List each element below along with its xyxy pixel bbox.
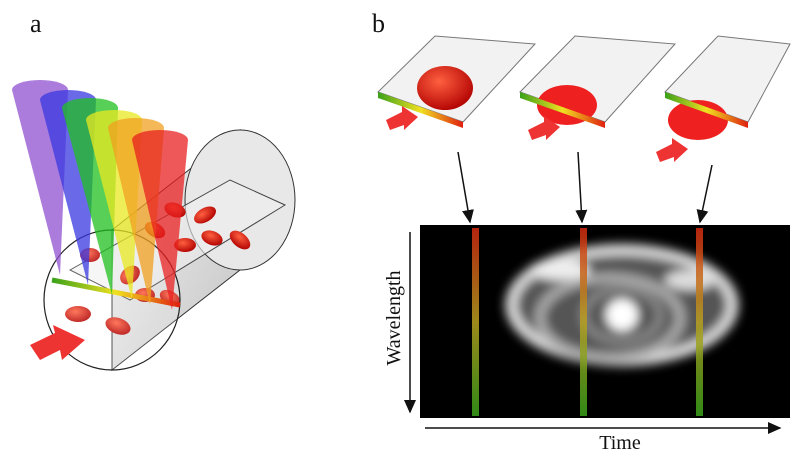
figure: a b — [0, 0, 807, 454]
y-axis-label: Wavelength — [383, 270, 405, 365]
x-axis-label: Time — [599, 432, 641, 454]
spectral-image — [420, 225, 790, 418]
panel-label: a — [30, 9, 42, 38]
panel-label: b — [372, 9, 385, 38]
slide-sequence — [378, 36, 790, 162]
